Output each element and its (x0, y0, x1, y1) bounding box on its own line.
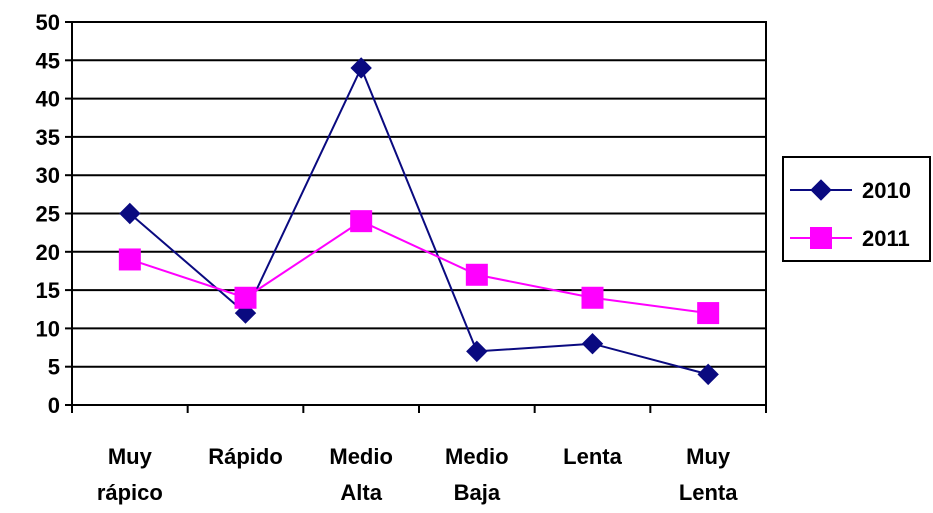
x-axis: Muy rápico Rápido Medio Alta Medio Baja Lenta Mu… (71, 405, 767, 505)
y-tick-label: 40 (36, 87, 60, 112)
data-point-2010 (350, 57, 372, 79)
x-tick-label: Muy rápico (97, 444, 163, 505)
data-point-2011 (581, 286, 604, 309)
y-tick-label: 35 (36, 125, 60, 150)
data-point-2011 (350, 210, 373, 233)
legend-label-2010: 2010 (862, 178, 911, 203)
data-point-2010 (697, 363, 719, 386)
y-tick-label: 25 (36, 202, 60, 227)
x-tick-label: Lenta (563, 444, 622, 469)
y-tick-label: 20 (36, 240, 60, 265)
series-line-2010 (129, 65, 709, 376)
y-axis-ticks: 0 5 10 15 20 25 30 35 40 45 50 (36, 10, 72, 418)
data-point-2011 (465, 263, 488, 286)
series-layer (118, 57, 720, 386)
y-tick-label: 0 (48, 393, 60, 418)
data-point-2010 (119, 202, 141, 225)
legend: 2010 2011 (782, 156, 931, 262)
y-tick-label: 30 (36, 163, 60, 188)
data-point-2010 (581, 333, 604, 355)
y-tick-label: 5 (48, 355, 60, 380)
x-tick-label: Rápido (208, 444, 283, 469)
data-point-2011 (118, 248, 141, 271)
legend-marker-2011 (810, 227, 832, 249)
y-tick-label: 10 (36, 316, 60, 341)
gridlines (71, 21, 767, 406)
y-tick-label: 50 (36, 10, 60, 35)
data-point-2011 (234, 286, 257, 309)
legend-box (782, 156, 931, 262)
data-point-2011 (697, 302, 720, 325)
x-tick-label: Medio Alta (329, 444, 393, 505)
legend-label-2011: 2011 (862, 226, 910, 251)
data-point-2010 (466, 340, 488, 363)
series-line-2011 (129, 220, 709, 315)
x-tick-label: Muy Lenta (679, 444, 738, 505)
y-tick-label: 45 (36, 48, 60, 73)
legend-marker-2010 (810, 179, 832, 201)
x-tick-label: Medio Baja (445, 444, 509, 505)
y-tick-label: 15 (36, 278, 60, 303)
